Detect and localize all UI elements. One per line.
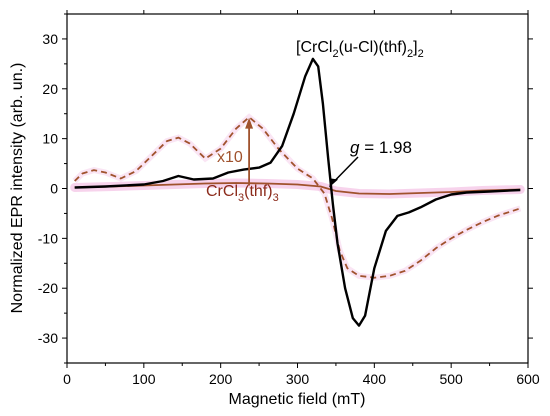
highlight-glow xyxy=(70,113,525,281)
x-tick-label: 500 xyxy=(439,371,463,387)
y-tick-label: -20 xyxy=(38,280,58,296)
x10-glow xyxy=(72,113,522,281)
series-group xyxy=(74,57,521,327)
x-axis: 0 100 200 300 400 500 600 xyxy=(63,10,540,387)
mono-label: CrCl3(thf)3 xyxy=(206,183,279,204)
x-tick-label: 600 xyxy=(516,371,540,387)
x-tick-label: 100 xyxy=(132,371,156,387)
dimer-label: [CrCl2(u-Cl)(thf)2]2 xyxy=(296,39,424,60)
x-tick-label: 200 xyxy=(209,371,233,387)
y-axis-title: Normalized EPR intensity (arb. un.) xyxy=(9,63,26,314)
y-tick-label: -10 xyxy=(38,230,58,246)
y-tick-label: 20 xyxy=(42,81,58,97)
x-axis-title: Magnetic field (mT) xyxy=(229,391,366,408)
g-arrow-head xyxy=(329,178,339,188)
y-axis: -30 -20 -10 0 10 20 30 xyxy=(38,13,533,364)
x-tick-label: 300 xyxy=(286,371,310,387)
g-value-label: g = 1.98 xyxy=(350,138,412,157)
y-tick-label: 0 xyxy=(50,181,58,197)
g-arrow-shaft xyxy=(333,156,359,183)
x-tick-label: 0 xyxy=(63,371,71,387)
y-tick-label: 10 xyxy=(42,131,58,147)
x10-label: x10 xyxy=(217,149,243,166)
series-line-dimer xyxy=(74,57,521,327)
x10-arrow-head xyxy=(245,117,254,129)
series-line-mono xyxy=(74,182,521,195)
y-tick-label: 30 xyxy=(42,31,58,47)
y-tick-label: -30 xyxy=(38,330,58,346)
x-tick-label: 400 xyxy=(363,371,387,387)
annotation-arrows xyxy=(245,117,359,188)
series-line-mono-x10 xyxy=(74,116,521,279)
